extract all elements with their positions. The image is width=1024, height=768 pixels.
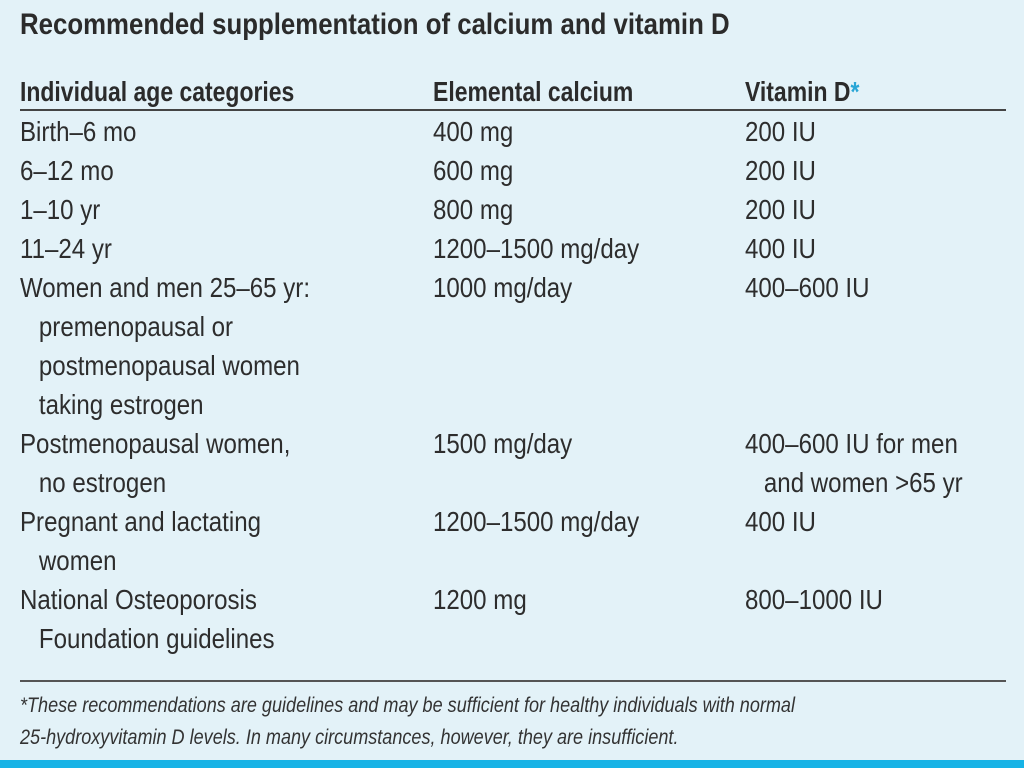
cell-calcium: 1200–1500 mg/day — [433, 502, 639, 541]
cell-line: National Osteoporosis — [20, 584, 257, 615]
footnote-marker: * — [850, 76, 860, 107]
cell-vitamin-d: 400–600 IU — [745, 268, 870, 307]
footnote-line: *These recommendations are guidelines an… — [20, 694, 795, 717]
cell-age: 1–10 yr — [20, 190, 100, 229]
cell-age: National Osteoporosis Foundation guidelin… — [20, 580, 275, 658]
header-divider — [20, 109, 1006, 111]
cell-vitamin-d: 800–1000 IU — [745, 580, 883, 619]
cell-line: 400–600 IU — [745, 272, 870, 303]
footer-divider — [20, 680, 1006, 682]
cell-line: 1200 mg — [433, 584, 527, 615]
cell-line: and women >65 yr — [763, 467, 963, 498]
accent-bar — [0, 760, 1024, 768]
cell-vitamin-d: 200 IU — [745, 112, 816, 151]
cell-age: Pregnant and lactating women — [20, 502, 261, 580]
cell-line: postmenopausal women — [38, 350, 300, 381]
cell-line: 1200–1500 mg/day — [433, 506, 640, 537]
cell-line: 400 IU — [745, 233, 816, 264]
cell-vitamin-d: 200 IU — [745, 151, 816, 190]
cell-line: 800–1000 IU — [745, 584, 883, 615]
column-header-vitamin-d-label: Vitamin D — [745, 76, 851, 107]
cell-line: 800 mg — [433, 194, 514, 225]
cell-line: 1000 mg/day — [433, 272, 573, 303]
cell-line: no estrogen — [38, 467, 167, 498]
column-header-age: Individual age categories — [20, 76, 295, 107]
cell-vitamin-d: 400 IU — [745, 502, 816, 541]
cell-line: Foundation guidelines — [38, 623, 275, 654]
cell-line: 200 IU — [745, 155, 816, 186]
footnote: *These recommendations are guidelines an… — [20, 690, 795, 754]
cell-vitamin-d: 400 IU — [745, 229, 816, 268]
cell-line: taking estrogen — [38, 389, 204, 420]
cell-line: 200 IU — [745, 194, 816, 225]
cell-line: premenopausal or — [38, 311, 234, 342]
column-header-calcium: Elemental calcium — [433, 76, 634, 107]
cell-line: 200 IU — [745, 116, 816, 147]
cell-line: 400–600 IU for men — [745, 428, 958, 459]
table-title: Recommended supplementation of calcium a… — [20, 8, 730, 41]
cell-line: 1500 mg/day — [433, 428, 573, 459]
cell-calcium: 1200 mg — [433, 580, 527, 619]
cell-calcium: 400 mg — [433, 112, 513, 151]
cell-line: Women and men 25–65 yr: — [20, 272, 311, 303]
cell-calcium: 600 mg — [433, 151, 513, 190]
cell-line: 11–24 yr — [20, 233, 112, 264]
footnote-line: 25-hydroxyvitamin D levels. In many circ… — [20, 726, 679, 749]
cell-calcium: 1000 mg/day — [433, 268, 572, 307]
cell-line: Birth–6 mo — [20, 116, 137, 147]
cell-line: 6–12 mo — [20, 155, 114, 186]
cell-age: Birth–6 mo — [20, 112, 136, 151]
cell-age: 6–12 mo — [20, 151, 114, 190]
cell-age: Postmenopausal women, no estrogen — [20, 424, 290, 502]
cell-line: Pregnant and lactating — [20, 506, 261, 537]
cell-line: 400 mg — [433, 116, 514, 147]
cell-vitamin-d: 200 IU — [745, 190, 816, 229]
cell-line: Postmenopausal women, — [20, 428, 291, 459]
cell-vitamin-d: 400–600 IU for men and women >65 yr — [745, 424, 963, 502]
cell-line: 1200–1500 mg/day — [433, 233, 640, 264]
cell-line: women — [38, 545, 117, 576]
cell-calcium: 800 mg — [433, 190, 513, 229]
table-header-row: Individual age categories Elemental calc… — [0, 76, 1024, 110]
cell-age: Women and men 25–65 yr: premenopausal or p… — [20, 268, 310, 424]
cell-calcium: 1500 mg/day — [433, 424, 572, 463]
cell-calcium: 1200–1500 mg/day — [433, 229, 639, 268]
column-header-vitamin-d: Vitamin D* — [745, 76, 859, 108]
cell-age: 11–24 yr — [20, 229, 112, 268]
cell-line: 400 IU — [745, 506, 816, 537]
cell-line: 1–10 yr — [20, 194, 101, 225]
cell-line: 600 mg — [433, 155, 514, 186]
